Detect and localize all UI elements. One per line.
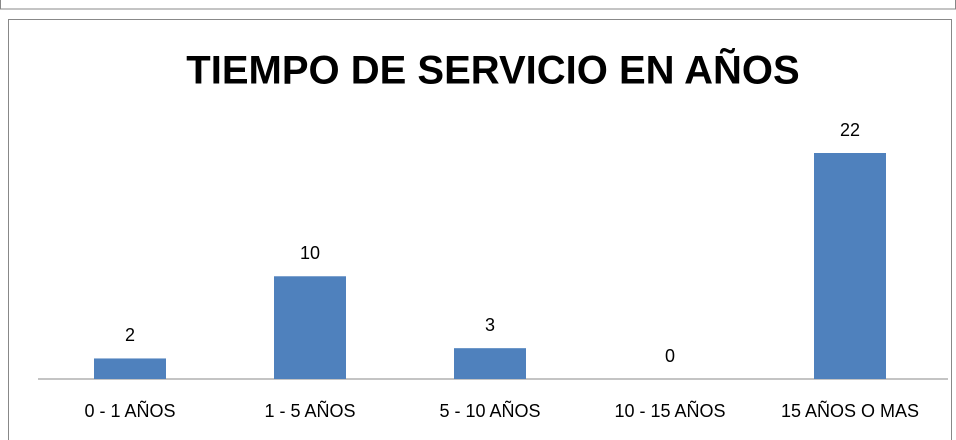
data-label: 2 bbox=[125, 325, 135, 345]
x-tick-label: 5 - 10 AÑOS bbox=[439, 400, 540, 421]
x-tick-label: 15 AÑOS O MAS bbox=[781, 400, 919, 421]
data-label: 3 bbox=[485, 315, 495, 335]
bar bbox=[454, 348, 526, 379]
chart-title: TIEMPO DE SERVICIO EN AÑOS bbox=[186, 47, 799, 93]
bar bbox=[814, 153, 886, 379]
bar bbox=[274, 276, 346, 379]
x-tick-label: 10 - 15 AÑOS bbox=[614, 400, 725, 421]
upper-frame bbox=[0, 0, 956, 10]
x-tick-label: 1 - 5 AÑOS bbox=[264, 400, 355, 421]
x-tick-label: 0 - 1 AÑOS bbox=[84, 400, 175, 421]
data-label: 22 bbox=[840, 120, 860, 140]
data-label: 10 bbox=[300, 243, 320, 263]
data-label: 0 bbox=[665, 346, 675, 366]
bar bbox=[94, 358, 166, 379]
